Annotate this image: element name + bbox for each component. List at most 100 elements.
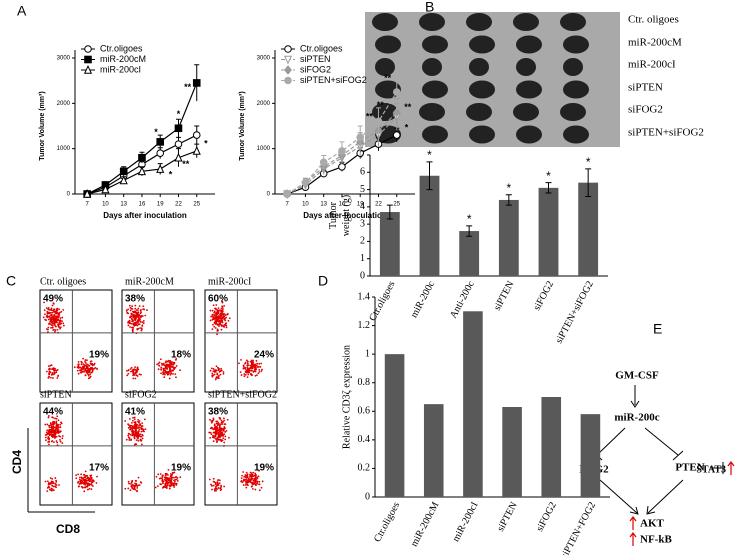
bar <box>463 311 483 497</box>
dot <box>62 324 65 327</box>
dot <box>136 375 139 377</box>
dot <box>254 472 257 475</box>
dot <box>54 329 57 331</box>
dot <box>55 417 58 420</box>
tumor <box>516 58 536 76</box>
dot <box>89 375 92 378</box>
dot <box>47 318 50 321</box>
x-axis-label: Days after inoculation <box>103 211 187 220</box>
dot <box>46 490 49 493</box>
dot <box>209 427 212 430</box>
dot <box>211 488 213 491</box>
panel-label: C <box>6 273 16 289</box>
tumor <box>469 80 495 99</box>
dot <box>51 368 53 371</box>
dot <box>222 437 225 440</box>
dot <box>140 439 143 442</box>
tumor <box>469 35 495 54</box>
dot <box>246 484 249 487</box>
dot <box>161 477 163 480</box>
dot <box>165 476 168 479</box>
dot <box>48 311 50 314</box>
dot <box>131 483 134 486</box>
panel-label: A <box>17 3 27 19</box>
dot <box>48 373 50 376</box>
dot <box>61 316 64 319</box>
dot <box>258 370 261 373</box>
dot <box>80 481 83 484</box>
dot <box>170 481 173 484</box>
tumor <box>466 103 492 121</box>
dot <box>141 422 144 425</box>
dot <box>91 363 94 365</box>
dot <box>166 371 169 374</box>
dot <box>48 437 51 440</box>
dot <box>59 438 61 441</box>
marker <box>392 88 401 96</box>
dot <box>215 441 218 444</box>
flow-plot <box>204 289 278 393</box>
dot <box>142 320 145 322</box>
dot <box>174 373 177 376</box>
dot <box>52 320 55 323</box>
annotation: * <box>169 169 173 179</box>
tumor <box>560 13 586 31</box>
dot <box>61 442 64 444</box>
dot <box>80 363 83 366</box>
dot <box>255 484 257 487</box>
dot <box>86 367 89 370</box>
dot <box>135 443 138 446</box>
dot <box>90 481 93 484</box>
dot <box>52 302 55 305</box>
x-tick-label: 7 <box>286 202 290 208</box>
dot <box>53 422 56 425</box>
dot <box>216 318 219 321</box>
dot <box>133 434 136 437</box>
dot <box>144 314 147 317</box>
dot <box>224 438 227 441</box>
dot <box>169 485 171 488</box>
dot <box>84 475 87 478</box>
marker <box>392 107 401 118</box>
dot <box>47 326 50 329</box>
dot <box>131 430 134 432</box>
dot <box>252 370 255 373</box>
dot <box>252 471 255 474</box>
dot <box>241 481 244 484</box>
legend-label: miR-200cM <box>100 54 146 64</box>
dot <box>59 319 62 322</box>
dot <box>88 487 91 490</box>
dot <box>222 417 225 420</box>
dot <box>258 362 261 365</box>
tumor <box>563 58 583 76</box>
up-arrow <box>727 461 735 475</box>
dot <box>212 440 215 443</box>
dot <box>57 432 59 434</box>
dot <box>96 475 98 478</box>
dot <box>219 489 222 492</box>
dot <box>133 416 136 419</box>
dot <box>156 363 158 366</box>
dot <box>253 365 255 367</box>
dot <box>57 419 60 422</box>
dot <box>243 375 246 378</box>
dot <box>161 364 164 366</box>
dot <box>223 323 226 326</box>
dot <box>57 374 60 377</box>
flow-title: miR-200cM <box>125 276 174 287</box>
dot <box>218 374 220 377</box>
dot <box>170 473 172 475</box>
dot <box>55 325 57 328</box>
dot <box>62 308 65 311</box>
dot <box>49 317 52 320</box>
dot <box>54 428 57 431</box>
dot <box>138 428 141 431</box>
dot <box>138 484 141 487</box>
dot <box>80 485 83 488</box>
marker <box>392 131 401 139</box>
x-tick-label: 10 <box>302 202 309 208</box>
dot <box>136 322 139 324</box>
dot <box>211 420 214 423</box>
photo-label: siFOG2 <box>628 104 663 116</box>
y-axis-label: Relative CD3ζ expression <box>341 345 352 449</box>
